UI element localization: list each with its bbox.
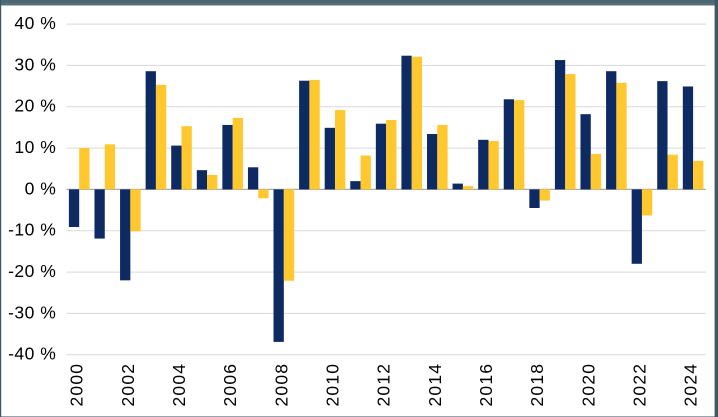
svg-text:-10 %: -10 % xyxy=(8,220,56,240)
svg-text:30 %: 30 % xyxy=(14,54,56,74)
svg-text:-40 %: -40 % xyxy=(8,344,56,364)
svg-text:20 %: 20 % xyxy=(14,96,56,116)
svg-text:2014: 2014 xyxy=(425,363,445,407)
svg-text:2012: 2012 xyxy=(374,363,394,407)
svg-text:2006: 2006 xyxy=(220,363,240,407)
svg-text:2024: 2024 xyxy=(681,363,701,407)
svg-text:2018: 2018 xyxy=(527,363,547,407)
svg-text:2008: 2008 xyxy=(271,363,291,407)
svg-text:2000: 2000 xyxy=(67,363,87,407)
svg-text:2020: 2020 xyxy=(578,363,598,407)
svg-text:2022: 2022 xyxy=(629,363,649,407)
svg-text:-20 %: -20 % xyxy=(8,261,56,281)
svg-text:10 %: 10 % xyxy=(14,137,56,157)
svg-text:40 %: 40 % xyxy=(14,13,56,33)
svg-text:2016: 2016 xyxy=(476,363,496,407)
svg-text:-30 %: -30 % xyxy=(8,302,56,322)
svg-text:2004: 2004 xyxy=(169,363,189,407)
svg-text:2002: 2002 xyxy=(118,363,138,407)
svg-text:2010: 2010 xyxy=(322,363,342,407)
svg-text:0 %: 0 % xyxy=(25,178,57,198)
